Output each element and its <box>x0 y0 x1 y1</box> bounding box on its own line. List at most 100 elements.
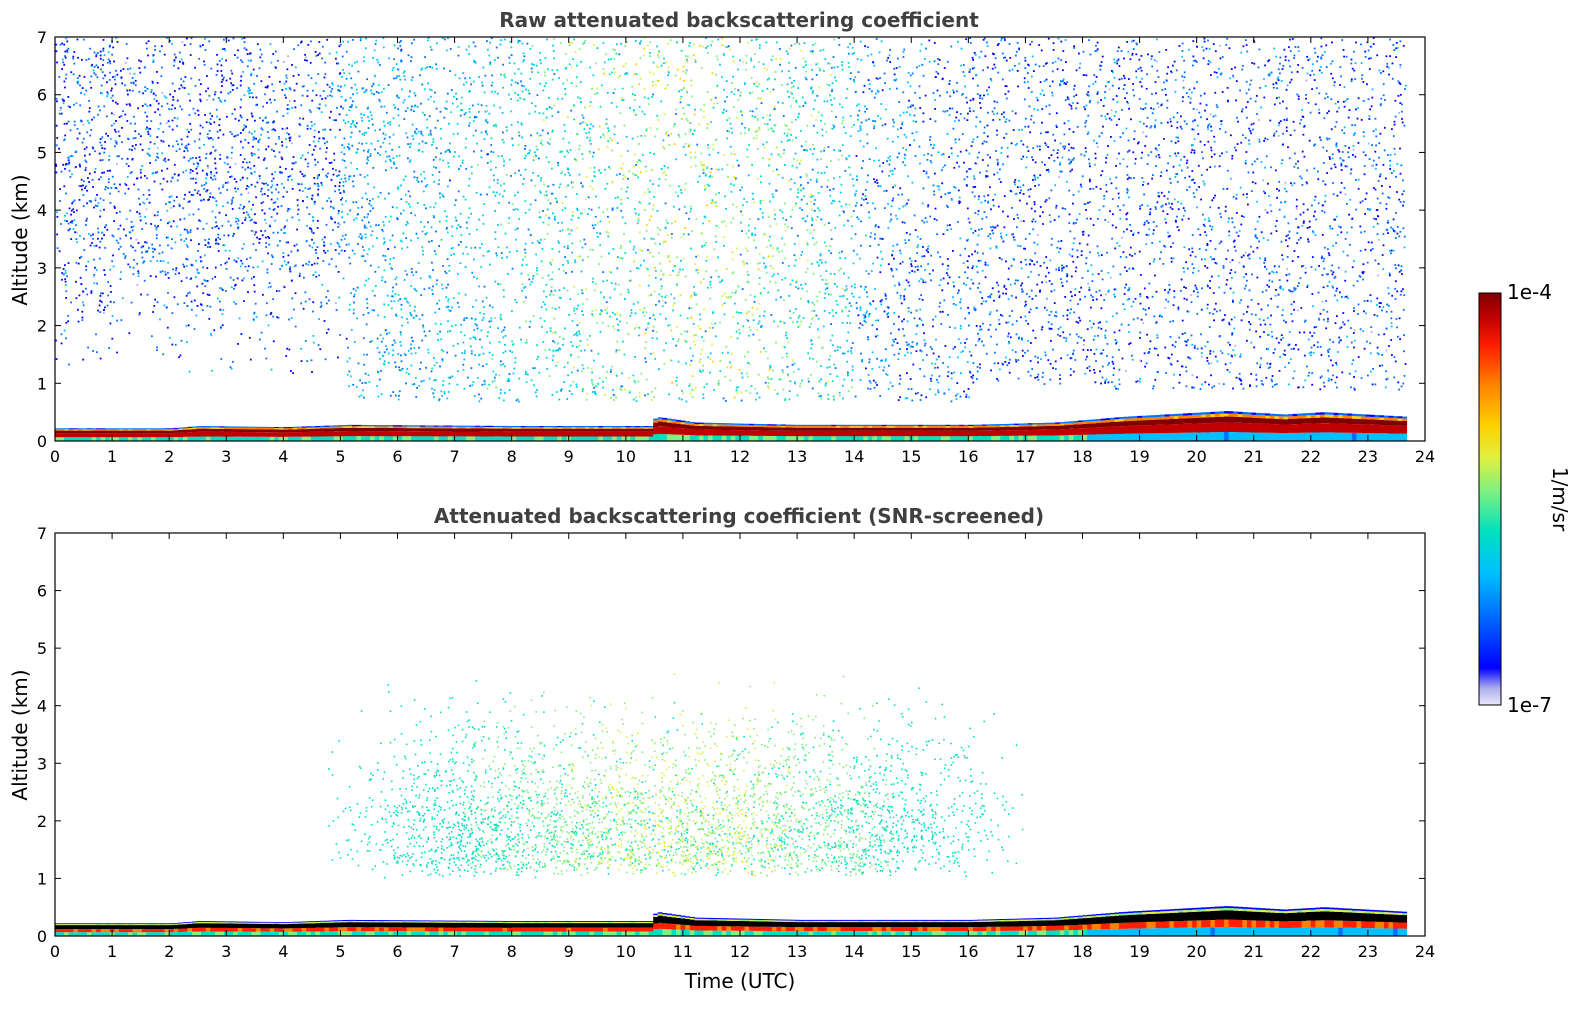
heatmap-cell <box>383 316 386 318</box>
heatmap-cell <box>390 295 393 298</box>
heatmap-cell <box>227 39 230 42</box>
heatmap-cell <box>99 311 102 313</box>
heatmap-cell <box>667 70 670 72</box>
heatmap-cell <box>1016 70 1019 72</box>
heatmap-cell <box>401 247 403 250</box>
heatmap-cell <box>867 54 869 57</box>
heatmap-cell <box>1404 84 1407 87</box>
heatmap-cell <box>1231 155 1234 157</box>
heatmap-cell <box>1314 210 1316 213</box>
heatmap-cell <box>84 154 86 157</box>
heatmap-cell <box>1154 206 1157 208</box>
heatmap-cell <box>180 138 183 141</box>
heatmap-cell <box>830 252 833 255</box>
heatmap-cell <box>208 317 211 320</box>
heatmap-cell <box>320 304 323 307</box>
heatmap-cell <box>1282 353 1285 356</box>
heatmap-cell <box>591 309 594 312</box>
heatmap-cell <box>1027 189 1030 191</box>
heatmap-cell <box>470 350 473 352</box>
heatmap-cell <box>1285 107 1288 110</box>
heatmap-cell <box>1092 322 1095 325</box>
heatmap-cell <box>222 244 225 247</box>
heatmap-cell <box>966 361 969 363</box>
heatmap-cell <box>946 258 949 260</box>
heatmap-cell <box>180 339 183 342</box>
heatmap-cell <box>1054 360 1057 363</box>
heatmap-cell <box>933 218 936 220</box>
heatmap-cell <box>342 107 344 110</box>
heatmap-cell <box>705 173 708 176</box>
heatmap-cell <box>1325 327 1328 330</box>
heatmap-cell <box>1166 213 1169 215</box>
heatmap-cell <box>874 335 877 338</box>
heatmap-cell <box>1027 150 1030 152</box>
heatmap-cell <box>392 354 394 356</box>
heatmap-cell <box>686 317 689 320</box>
heatmap-cell <box>227 171 230 173</box>
heatmap-cell <box>370 204 373 207</box>
heatmap-cell <box>661 305 664 308</box>
heatmap-cell <box>1292 120 1295 123</box>
heatmap-cell <box>56 211 58 214</box>
heatmap-cell <box>635 73 638 75</box>
heatmap-cell <box>272 315 275 318</box>
heatmap-cell <box>1008 315 1011 317</box>
heatmap-cell <box>996 44 999 46</box>
heatmap-cell <box>75 150 78 153</box>
heatmap-cell <box>233 259 236 262</box>
heatmap-cell <box>1253 160 1256 163</box>
heatmap-cell <box>201 169 204 172</box>
heatmap-cell <box>972 138 975 141</box>
heatmap-cell <box>1246 279 1248 282</box>
heatmap-cell <box>72 208 75 211</box>
heatmap-cell <box>1308 352 1311 355</box>
heatmap-cell <box>313 136 316 138</box>
heatmap-cell <box>589 136 592 139</box>
heatmap-cell <box>1016 142 1018 145</box>
heatmap-cell <box>958 138 961 141</box>
heatmap-cell <box>1381 364 1384 367</box>
heatmap-cell <box>1344 279 1347 282</box>
heatmap-cell <box>570 181 573 184</box>
heatmap-cell <box>822 70 825 72</box>
heatmap-cell <box>652 204 655 207</box>
heatmap-cell <box>682 107 685 109</box>
heatmap-cell <box>521 84 523 87</box>
heatmap-cell <box>278 151 281 154</box>
heatmap-cell <box>140 246 143 249</box>
heatmap-cell <box>391 148 394 151</box>
heatmap-cell <box>660 269 662 272</box>
heatmap-cell <box>131 89 134 92</box>
heatmap-cell <box>1306 286 1309 288</box>
heatmap-cell <box>439 192 441 195</box>
heatmap-cell <box>365 226 368 229</box>
heatmap-cell <box>330 200 332 203</box>
heatmap-cell <box>1086 328 1089 331</box>
heatmap-cell <box>948 114 951 116</box>
heatmap-cell <box>90 200 92 203</box>
heatmap-cell <box>344 174 346 177</box>
heatmap-cell <box>1336 194 1339 197</box>
heatmap-cell <box>1278 180 1281 183</box>
heatmap-cell <box>856 104 858 107</box>
heatmap-cell <box>1065 61 1067 63</box>
heatmap-cell <box>1073 311 1076 314</box>
heatmap-cell <box>739 94 742 97</box>
heatmap-cell <box>536 94 539 97</box>
heatmap-cell <box>747 236 750 239</box>
heatmap-cell <box>771 193 774 196</box>
heatmap-cell <box>459 262 462 265</box>
heatmap-cell <box>581 186 584 188</box>
heatmap-cell <box>1381 309 1383 312</box>
heatmap-cell <box>1226 279 1229 281</box>
heatmap-cell <box>558 242 560 244</box>
heatmap-cell <box>1116 101 1119 103</box>
heatmap-cell <box>763 310 766 313</box>
heatmap-cell <box>688 104 691 106</box>
heatmap-cell <box>551 394 554 396</box>
heatmap-cell <box>404 78 406 81</box>
heatmap-cell <box>1132 267 1134 270</box>
heatmap-cell <box>658 300 660 303</box>
heatmap-cell <box>410 239 412 242</box>
